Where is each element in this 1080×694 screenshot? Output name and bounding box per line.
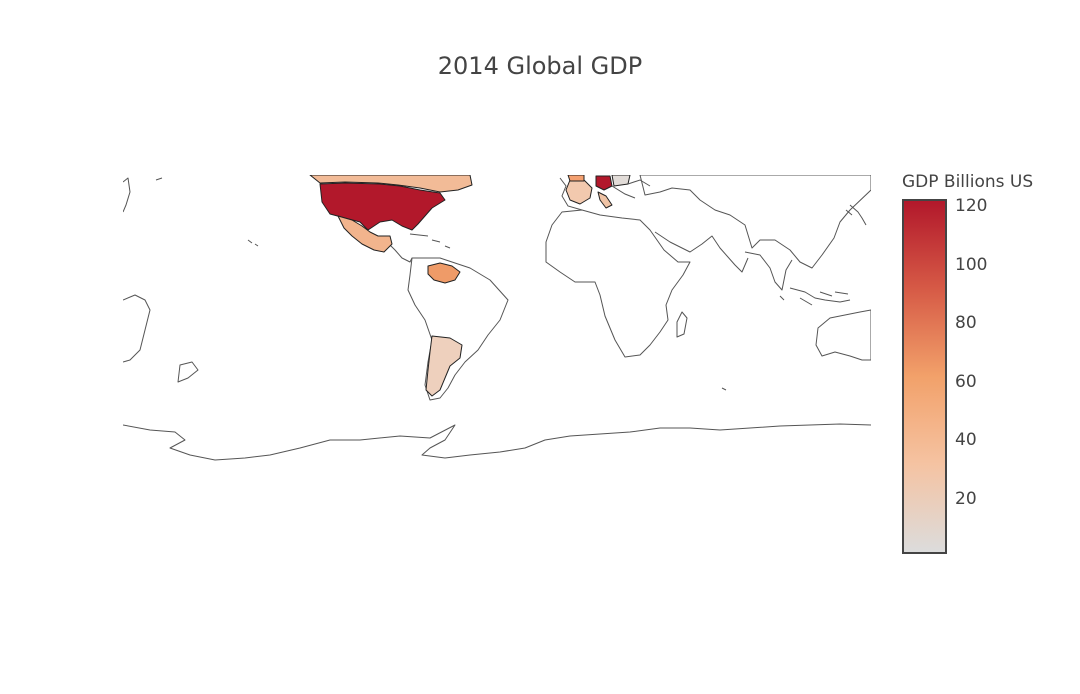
map-title: 2014 Global GDP xyxy=(437,52,643,80)
madagascar-outline xyxy=(676,311,688,338)
indonesia-outline xyxy=(789,287,851,306)
antarctica-outline xyxy=(123,423,871,461)
colorbar-tick-40: 40 xyxy=(955,430,977,450)
pacific-left-outline xyxy=(123,294,151,363)
asia-outline xyxy=(639,175,871,269)
colorbar-tick-60: 60 xyxy=(955,372,977,392)
island-outline xyxy=(721,295,785,391)
south-america-outline xyxy=(407,257,509,401)
arabia-outline xyxy=(654,231,749,273)
caribbean-outline xyxy=(409,233,451,249)
country-mexico[interactable] xyxy=(337,215,393,253)
africa-outline xyxy=(545,209,691,358)
australia-outline xyxy=(815,309,871,361)
colorbar-title: GDP Billions US xyxy=(902,172,1034,192)
country-italy[interactable] xyxy=(597,191,613,209)
colorbar-tick-80: 80 xyxy=(955,313,977,333)
colorbar-tick-20: 20 xyxy=(955,489,977,509)
nz-outline xyxy=(177,361,199,383)
country-western-europe[interactable] xyxy=(565,179,593,205)
country-canada[interactable] xyxy=(309,175,473,193)
country-germany[interactable] xyxy=(595,175,613,191)
colorbar xyxy=(902,199,947,554)
country-argentina[interactable] xyxy=(425,335,463,397)
colorbar-tick-100: 100 xyxy=(955,255,988,275)
colorbar-tick-120: 120 xyxy=(955,196,988,216)
alaska-outline xyxy=(123,177,259,247)
country-northern-europe[interactable] xyxy=(567,175,585,182)
country-eastern-europe[interactable] xyxy=(611,175,631,187)
country-venezuela[interactable] xyxy=(427,262,461,284)
japan-outline xyxy=(845,204,867,226)
india-outline xyxy=(744,251,793,291)
central-america-outline xyxy=(384,239,413,263)
country-usa[interactable] xyxy=(319,182,446,231)
europe-outline xyxy=(559,177,651,211)
